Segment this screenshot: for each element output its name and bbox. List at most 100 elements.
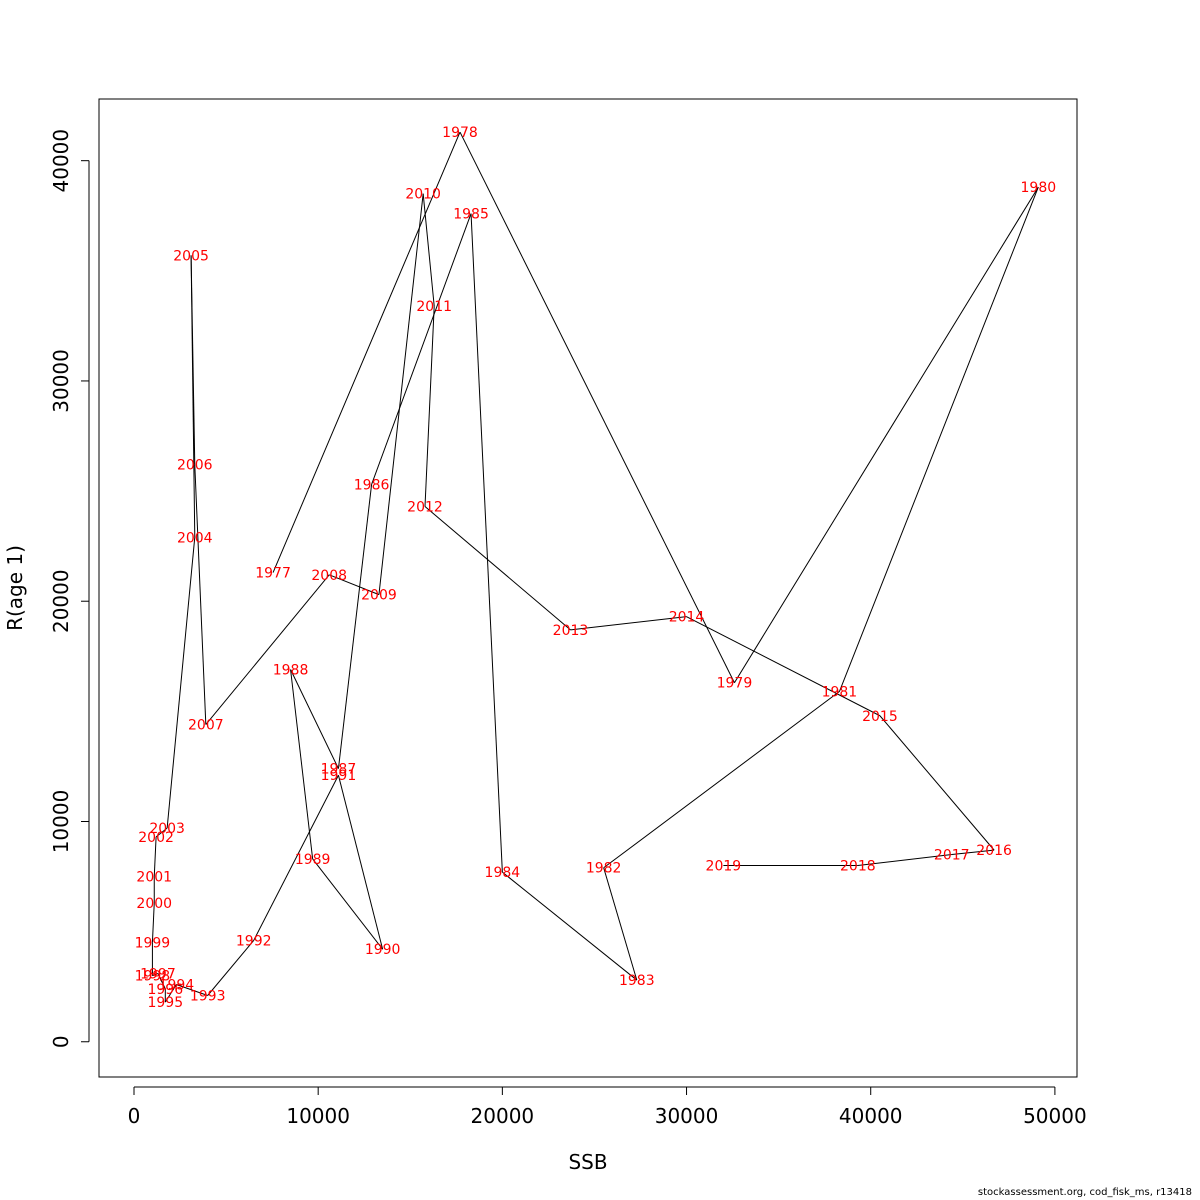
point-label: 2013 [553, 623, 589, 639]
trajectory-segment [951, 849, 995, 856]
point-label: 2003 [149, 821, 185, 837]
x-tick-label: 0 [128, 1104, 141, 1128]
point-label: 2017 [934, 848, 970, 864]
plot-frame [98, 98, 1078, 1078]
trajectory-segment [207, 940, 255, 996]
x-tick-label: 20000 [471, 1104, 535, 1128]
point-labels: 1977 1978 1979 1980 1981 1982 1983 1984 1985 1986… [135, 125, 1057, 1011]
point-label: 2001 [136, 870, 172, 886]
point-label: 1992 [236, 933, 272, 949]
trajectory-segment [329, 574, 380, 596]
y-tick-label: 20000 [49, 569, 73, 633]
point-label: 2012 [407, 500, 443, 516]
trajectory-segment [502, 871, 638, 981]
point-label: 1979 [717, 676, 753, 692]
point-label: 1984 [485, 865, 521, 881]
x-tick-label: 10000 [286, 1104, 350, 1128]
trajectory-segment [151, 902, 155, 943]
y-axis-title: R(age 1) [3, 545, 27, 631]
point-label: 1990 [365, 942, 401, 958]
trajectory-segment [157, 973, 166, 990]
trajectory-segment [166, 537, 196, 829]
trajectory-segment [459, 131, 735, 683]
trajectory-segment [424, 306, 435, 507]
x-tick-label: 50000 [1023, 1104, 1087, 1128]
trajectory-segment [422, 193, 435, 307]
trajectory-segment [378, 193, 424, 595]
point-label: 1985 [453, 207, 489, 223]
trajectory-segment [152, 973, 159, 977]
point-label: 1993 [190, 989, 226, 1005]
y-tick-label: 40000 [49, 129, 73, 193]
trajectory-segment [337, 484, 373, 769]
point-label: 1997 [140, 966, 176, 982]
trajectory-segment [153, 836, 157, 877]
y-axis: 0 10000 20000 30000 40000 [49, 129, 90, 1048]
trajectory-segment [155, 827, 168, 838]
point-label: 2000 [136, 896, 172, 912]
point-label: 2007 [188, 718, 224, 734]
trajectory-segment [164, 984, 177, 1003]
trajectory-segment [337, 775, 384, 950]
point-label: 2018 [840, 859, 876, 875]
point-label: 1991 [321, 768, 357, 784]
point-label: 1986 [354, 477, 390, 493]
point-label: 2008 [311, 568, 347, 584]
point-label: 1998 [135, 969, 171, 985]
trajectory-segment [290, 669, 339, 769]
point-label: 1981 [822, 685, 858, 701]
point-label: 1995 [147, 995, 183, 1011]
trajectory-segment [570, 616, 687, 631]
point-label: 2016 [976, 843, 1012, 859]
trajectory-segment [253, 775, 339, 941]
trajectory-segment [371, 213, 472, 485]
trajectory-segment [290, 669, 314, 859]
x-tick-label: 30000 [655, 1104, 719, 1128]
x-tick-label: 40000 [839, 1104, 903, 1128]
point-label: 1987 [321, 762, 357, 778]
trajectory-segment [205, 574, 330, 725]
point-label: 1988 [273, 663, 309, 679]
trajectory-segment [857, 854, 952, 867]
y-tick-label: 10000 [49, 790, 73, 854]
trajectory-segment [312, 858, 384, 950]
point-label: 1982 [586, 861, 622, 877]
y-tick-label: 0 [49, 1035, 73, 1048]
trajectory-segment [194, 464, 207, 725]
point-label: 1999 [135, 936, 171, 952]
trajectory-segment [838, 186, 1039, 692]
point-label: 1977 [255, 566, 291, 582]
point-label: 2015 [862, 709, 898, 725]
point-label: 1978 [442, 125, 478, 141]
trajectory-segment [603, 691, 840, 869]
point-label: 2006 [177, 458, 213, 474]
series-line [151, 131, 1039, 1003]
trajectory-segment [272, 131, 461, 573]
point-label: 2019 [706, 859, 742, 875]
point-label: 2005 [173, 248, 209, 264]
trajectory-segment [879, 715, 995, 851]
point-label: 1983 [619, 973, 655, 989]
point-label: 2002 [138, 830, 174, 846]
point-label: 2009 [361, 588, 397, 604]
footer-credit: stockassessment.org, cod_fisk_ms, r13418 [977, 1187, 1192, 1198]
point-label: 1980 [1021, 180, 1057, 196]
y-tick-label: 30000 [49, 349, 73, 413]
point-label: 2010 [405, 187, 441, 203]
point-label: 1989 [295, 852, 331, 868]
trajectory-segment [603, 867, 638, 981]
point-label: 1994 [159, 977, 195, 993]
point-label: 1996 [147, 982, 183, 998]
point-label: 2014 [669, 610, 705, 626]
trajectory-segment [733, 186, 1039, 683]
point-label: 2011 [416, 299, 452, 315]
point-label: 2004 [177, 530, 213, 546]
x-axis-title: SSB [568, 1150, 607, 1174]
trajectory-segment [424, 506, 571, 631]
x-axis: 0 10000 20000 30000 40000 50000 [128, 1086, 1087, 1128]
trajectory-segment [470, 213, 503, 873]
trajectory-segment [686, 616, 881, 717]
trajectory-segment [190, 255, 196, 465]
trajectory-segment [176, 984, 208, 996]
